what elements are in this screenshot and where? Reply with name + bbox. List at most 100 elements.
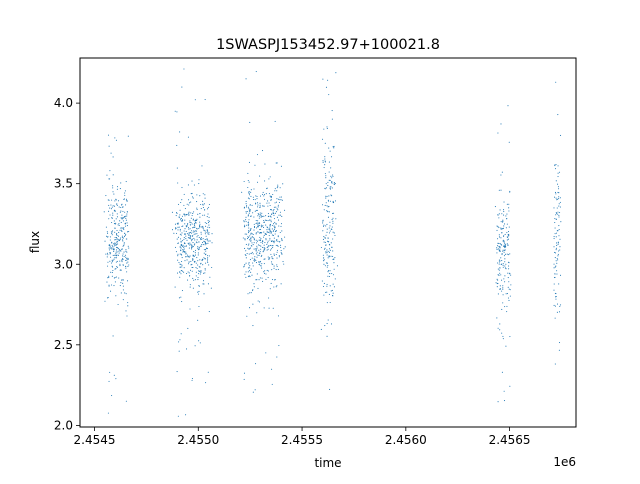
data-point: [191, 230, 193, 232]
data-point: [249, 247, 251, 249]
data-point: [183, 267, 185, 269]
data-point: [105, 226, 107, 228]
data-point: [265, 215, 267, 217]
data-point: [125, 249, 127, 251]
data-point: [322, 238, 325, 240]
data-point: [501, 228, 503, 230]
data-point: [121, 229, 123, 231]
data-point: [331, 226, 333, 228]
data-point: [322, 161, 324, 163]
data-point: [205, 262, 207, 264]
data-point: [558, 283, 560, 285]
data-point: [126, 251, 128, 253]
data-point: [125, 267, 127, 269]
data-point: [203, 249, 205, 251]
data-point: [281, 240, 283, 242]
data-point: [280, 199, 282, 201]
data-point: [113, 250, 115, 253]
data-point: [502, 227, 505, 229]
data-point: [557, 175, 559, 178]
data-point: [270, 221, 272, 223]
data-point: [246, 315, 248, 317]
data-point: [113, 210, 115, 212]
data-point: [263, 246, 265, 249]
data-point: [203, 252, 205, 254]
data-point: [189, 308, 191, 310]
data-point: [259, 262, 261, 264]
data-point: [257, 300, 259, 302]
data-point: [123, 251, 125, 253]
data-point: [508, 288, 510, 290]
data-point: [201, 238, 203, 240]
data-point: [109, 253, 111, 255]
data-point: [127, 259, 129, 261]
data-point: [124, 192, 126, 194]
data-point: [261, 267, 263, 269]
data-point: [266, 202, 268, 204]
data-point: [504, 265, 506, 267]
x-axis-offset-label: 1e6: [553, 455, 576, 469]
data-point: [558, 205, 560, 207]
data-point: [181, 186, 183, 189]
data-point: [106, 281, 108, 283]
data-point: [122, 285, 124, 287]
data-point: [191, 232, 193, 234]
data-point: [559, 305, 561, 307]
data-point: [506, 218, 508, 220]
data-point: [176, 238, 178, 240]
data-point: [326, 228, 328, 230]
data-point: [263, 198, 266, 200]
data-point: [123, 242, 125, 244]
data-point: [189, 244, 191, 246]
data-point: [556, 207, 558, 209]
data-point: [325, 202, 327, 204]
data-point: [188, 199, 190, 201]
data-point: [507, 230, 510, 233]
data-point: [112, 191, 114, 193]
data-point: [108, 247, 110, 249]
data-point: [501, 371, 503, 373]
data-point: [322, 160, 324, 162]
data-point: [193, 224, 195, 226]
data-point: [255, 259, 257, 261]
data-point: [248, 208, 250, 210]
data-point: [263, 244, 265, 246]
data-point: [272, 307, 274, 309]
data-point: [246, 253, 248, 255]
data-point: [556, 262, 558, 264]
data-point: [244, 263, 246, 266]
data-point: [497, 401, 499, 403]
data-point: [177, 236, 180, 238]
data-point: [250, 195, 252, 197]
data-point: [267, 205, 269, 207]
data-point: [322, 254, 324, 256]
data-point: [496, 248, 498, 250]
data-point: [197, 276, 199, 279]
data-point: [250, 189, 252, 191]
data-point: [329, 249, 331, 251]
data-point: [183, 204, 185, 206]
data-point: [257, 223, 259, 225]
data-point: [498, 249, 501, 251]
data-point: [271, 228, 273, 230]
data-point: [323, 294, 325, 296]
data-point: [326, 285, 328, 287]
data-point: [263, 195, 265, 197]
data-point: [187, 214, 190, 216]
data-point: [247, 236, 250, 239]
data-point: [328, 227, 330, 229]
data-point: [263, 215, 265, 217]
data-point: [252, 391, 254, 393]
data-point: [254, 258, 256, 261]
data-point: [270, 253, 272, 255]
data-point: [328, 161, 330, 163]
data-point: [196, 236, 198, 238]
data-point: [114, 242, 116, 244]
data-point: [329, 225, 331, 227]
data-point: [553, 207, 555, 209]
data-point: [274, 202, 276, 204]
data-point: [187, 279, 189, 281]
data-point: [275, 244, 277, 246]
data-point: [197, 279, 199, 281]
data-point: [115, 268, 117, 270]
